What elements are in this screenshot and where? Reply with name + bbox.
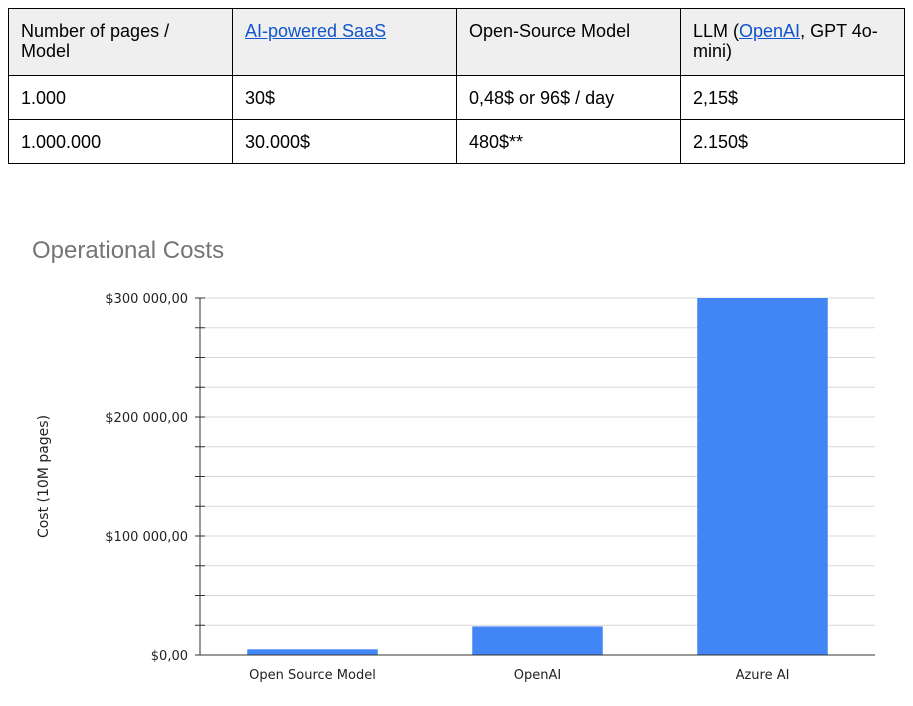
table-cell: 480$** (456, 119, 681, 164)
bar (247, 649, 378, 655)
bar (472, 626, 603, 655)
y-axis-title: Cost (10M pages) (36, 415, 52, 538)
y-tick-label: $300 000,00 (105, 292, 188, 307)
bar-chart: $0,00 $100 000,00 $200 000,00 $300 000,00 Op… (36, 292, 875, 683)
header-label: Number of pages / Model (21, 21, 170, 61)
table-cell: 2,15$ (680, 75, 905, 120)
bar (697, 298, 828, 655)
table-cell: 0,48$ or 96$ / day (456, 75, 681, 120)
header-label-suffix: , GPT 4o-mini) (693, 21, 878, 61)
header-cell-pages-model: Number of pages / Model (8, 8, 233, 76)
table-cell: 1.000.000 (8, 119, 233, 164)
y-tick-label: $0,00 (151, 649, 188, 664)
table-row: 1.000.000 30.000$ 480$** 2.150$ (8, 119, 905, 164)
y-tick-label: $200 000,00 (105, 411, 188, 426)
table-header-row: Number of pages / Model AI-powered SaaS … (8, 8, 905, 76)
x-tick-label: Azure AI (736, 668, 790, 683)
table-cell: 30.000$ (232, 119, 457, 164)
cost-comparison-table: Number of pages / Model AI-powered SaaS … (8, 8, 905, 164)
header-cell-llm: LLM (OpenAI, GPT 4o-mini) (680, 8, 905, 76)
header-cell-saas: AI-powered SaaS (232, 8, 457, 76)
header-cell-open-source: Open-Source Model (456, 8, 681, 76)
header-label: Open-Source Model (469, 21, 631, 41)
table-cell: 2.150$ (680, 119, 905, 164)
header-label-prefix: LLM ( (693, 21, 740, 41)
x-tick-label: OpenAI (514, 668, 561, 683)
openai-link[interactable]: OpenAI (739, 21, 801, 41)
table-cell: 1.000 (8, 75, 233, 120)
chart-title: Operational Costs (32, 237, 225, 264)
table-cell: 30$ (232, 75, 457, 120)
y-tick-label: $100 000,00 (105, 530, 188, 545)
saas-link[interactable]: AI-powered SaaS (245, 21, 387, 41)
table-row: 1.000 30$ 0,48$ or 96$ / day 2,15$ (8, 75, 905, 120)
x-tick-label: Open Source Model (249, 668, 376, 683)
